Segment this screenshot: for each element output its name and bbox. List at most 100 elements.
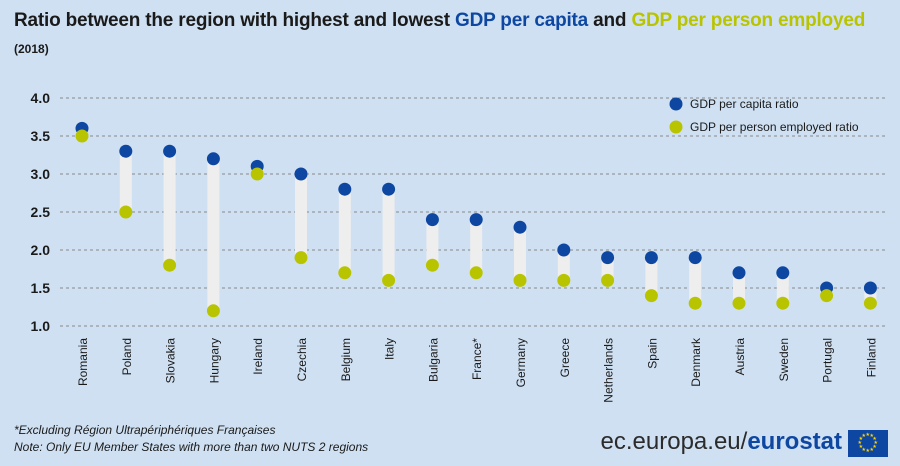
gdp-per-capita-point — [688, 251, 702, 265]
range-bar — [776, 272, 789, 304]
title-gdp-per-person-employed: GDP per person employed — [631, 10, 866, 31]
x-category-label: Spain — [645, 338, 659, 369]
flag-star: ★ — [858, 436, 864, 442]
range-bar — [645, 257, 658, 296]
gdp-per-capita-point — [119, 144, 133, 158]
eurostat-brand[interactable]: ec.europa.eu/eurostat — [601, 428, 842, 456]
gdp-per-person-employed-point — [557, 273, 571, 287]
gdp-per-person-employed-point — [776, 296, 790, 310]
flag-star: ★ — [869, 446, 874, 453]
gdp-per-person-employed-point — [513, 273, 527, 287]
gdp-per-person-employed-point — [294, 251, 308, 265]
flag-star: ★ — [857, 440, 862, 446]
range-bar — [470, 219, 483, 273]
range-bar — [119, 151, 132, 212]
range-bar — [338, 189, 351, 273]
x-category-label: Italy — [383, 338, 397, 360]
title-gdp-per-capita: GDP per capita — [454, 10, 589, 31]
gdp-per-person-employed-point — [75, 129, 89, 143]
gdp-per-person-employed-point — [732, 296, 746, 310]
gdp-per-person-employed-point — [644, 289, 658, 303]
title-and: and — [593, 10, 627, 31]
legend-marker — [669, 120, 683, 134]
range-bar — [514, 227, 526, 281]
range-bar — [733, 272, 745, 304]
x-category-label: France* — [470, 338, 484, 380]
flag-star: ★ — [872, 444, 877, 450]
flag-star: ★ — [865, 432, 870, 438]
gdp-per-capita-point — [513, 220, 527, 234]
x-category-label: Belgium — [339, 338, 353, 381]
x-category-label: Denmark — [689, 337, 703, 387]
brand-domain: ec.europa.eu/ — [600, 428, 748, 455]
gdp-per-person-employed-point — [820, 289, 834, 303]
gdp-per-person-employed-point — [338, 266, 352, 280]
gdp-per-person-employed-point — [206, 304, 220, 318]
x-category-label: Finland — [864, 338, 878, 377]
footnote-note: Note: Only EU Member States with more th… — [14, 440, 369, 454]
gdp-per-capita-point — [776, 266, 790, 280]
gdp-per-capita-point — [601, 251, 615, 265]
gdp-per-capita-point — [644, 251, 658, 265]
flag-star: ★ — [873, 440, 878, 446]
y-tick-label: 3.5 — [31, 128, 51, 144]
y-tick-label: 1.0 — [31, 318, 51, 334]
x-category-label: Ireland — [251, 338, 265, 375]
y-tick-label: 3.0 — [31, 166, 51, 182]
flag-star: ★ — [858, 444, 864, 450]
x-category-label: Sweden — [777, 338, 791, 381]
range-bar — [207, 158, 220, 311]
gdp-per-capita-point — [557, 243, 571, 257]
gdp-per-capita-point — [338, 182, 352, 196]
y-tick-label: 4.0 — [31, 90, 51, 106]
x-category-label: Netherlands — [602, 338, 616, 403]
legend-label: GDP per person employed ratio — [690, 120, 859, 134]
x-category-label: Bulgaria — [426, 338, 440, 382]
gdp-per-capita-point — [863, 281, 877, 295]
range-bar — [557, 250, 570, 281]
x-category-label: Greece — [558, 338, 572, 378]
gdp-per-capita-point — [163, 144, 177, 158]
chart-subtitle: (2018) — [14, 42, 49, 56]
gdp-per-person-employed-point — [469, 266, 483, 280]
flag-star: ★ — [861, 433, 866, 440]
x-category-label: Poland — [120, 338, 134, 375]
flag-star: ★ — [869, 433, 874, 440]
eu-flag-icon: ★ ★ ★ ★ ★ ★ ★ ★ ★ ★ ★ ★ — [848, 430, 888, 457]
x-category-label: Portugal — [821, 338, 835, 383]
flag-star: ★ — [872, 436, 877, 442]
gdp-per-capita-point — [294, 167, 308, 181]
range-bar — [426, 219, 439, 266]
footnote-exclusion: *Excluding Région Ultrapériphériques Fra… — [14, 423, 276, 437]
gdp-per-person-employed-point — [250, 167, 264, 181]
legend-marker — [669, 97, 683, 111]
flag-star: ★ — [865, 448, 870, 454]
y-tick-label: 2.5 — [31, 204, 51, 220]
range-bar — [689, 257, 702, 304]
x-category-label: Germany — [514, 338, 528, 387]
flag-star: ★ — [861, 446, 866, 453]
gdp-per-person-employed-point — [688, 296, 702, 310]
range-bar — [295, 174, 307, 258]
x-category-label: Hungary — [207, 338, 221, 383]
x-category-label: Czechia — [295, 338, 309, 382]
gdp-per-capita-point — [206, 152, 220, 166]
chart-title: Ratio between the region with highest an… — [14, 10, 865, 32]
x-category-label: Slovakia — [164, 338, 178, 384]
gdp-per-person-employed-point — [863, 296, 877, 310]
gdp-per-person-employed-point — [425, 258, 439, 272]
gdp-per-capita-point — [469, 213, 483, 227]
x-category-label: Romania — [76, 338, 90, 386]
range-bar — [382, 189, 395, 281]
gdp-per-person-employed-point — [163, 258, 177, 272]
gdp-per-capita-point — [732, 266, 746, 280]
gdp-per-person-employed-point — [382, 273, 396, 287]
x-category-label: Austria — [733, 338, 747, 376]
y-tick-label: 2.0 — [31, 242, 51, 258]
range-bar — [163, 151, 176, 266]
gdp-per-person-employed-point — [119, 205, 133, 219]
brand-name: eurostat — [747, 428, 842, 455]
legend-label: GDP per capita ratio — [690, 97, 799, 111]
gdp-per-capita-point — [382, 182, 396, 196]
